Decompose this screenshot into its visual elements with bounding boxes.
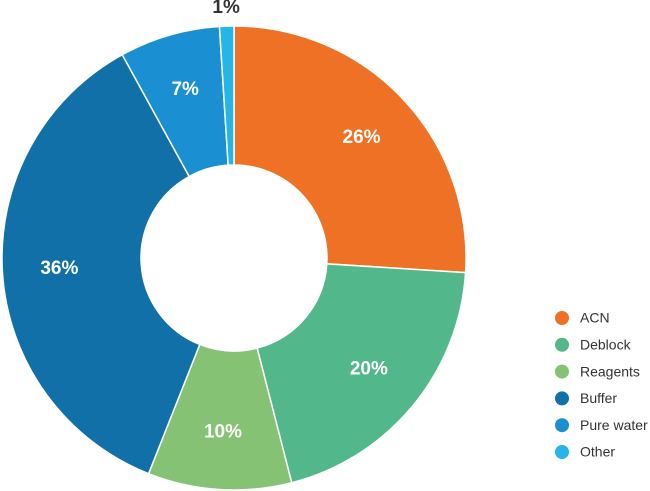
legend-marker bbox=[555, 445, 569, 459]
legend-label: Other bbox=[580, 444, 615, 460]
legend-label: Deblock bbox=[580, 337, 632, 353]
slice bbox=[218, 25, 235, 166]
legend-label: ACN bbox=[580, 310, 610, 326]
value-label: 20% bbox=[350, 359, 388, 380]
value-label: 1% bbox=[212, 0, 240, 18]
value-label: 36% bbox=[40, 258, 78, 279]
legend-label: Buffer bbox=[580, 390, 617, 406]
legend-marker bbox=[555, 311, 569, 325]
value-label: 7% bbox=[171, 79, 199, 100]
slice bbox=[1, 53, 201, 475]
value-label: 26% bbox=[343, 127, 381, 148]
legend-marker bbox=[555, 418, 569, 433]
slice bbox=[256, 263, 467, 484]
legend-label: Reagents bbox=[580, 363, 640, 379]
legend-marker bbox=[555, 337, 569, 352]
legend-marker bbox=[555, 364, 569, 379]
legend-label: Pure water bbox=[580, 417, 648, 433]
slice bbox=[233, 25, 467, 274]
legend-marker bbox=[555, 391, 569, 406]
value-label: 10% bbox=[204, 422, 242, 443]
